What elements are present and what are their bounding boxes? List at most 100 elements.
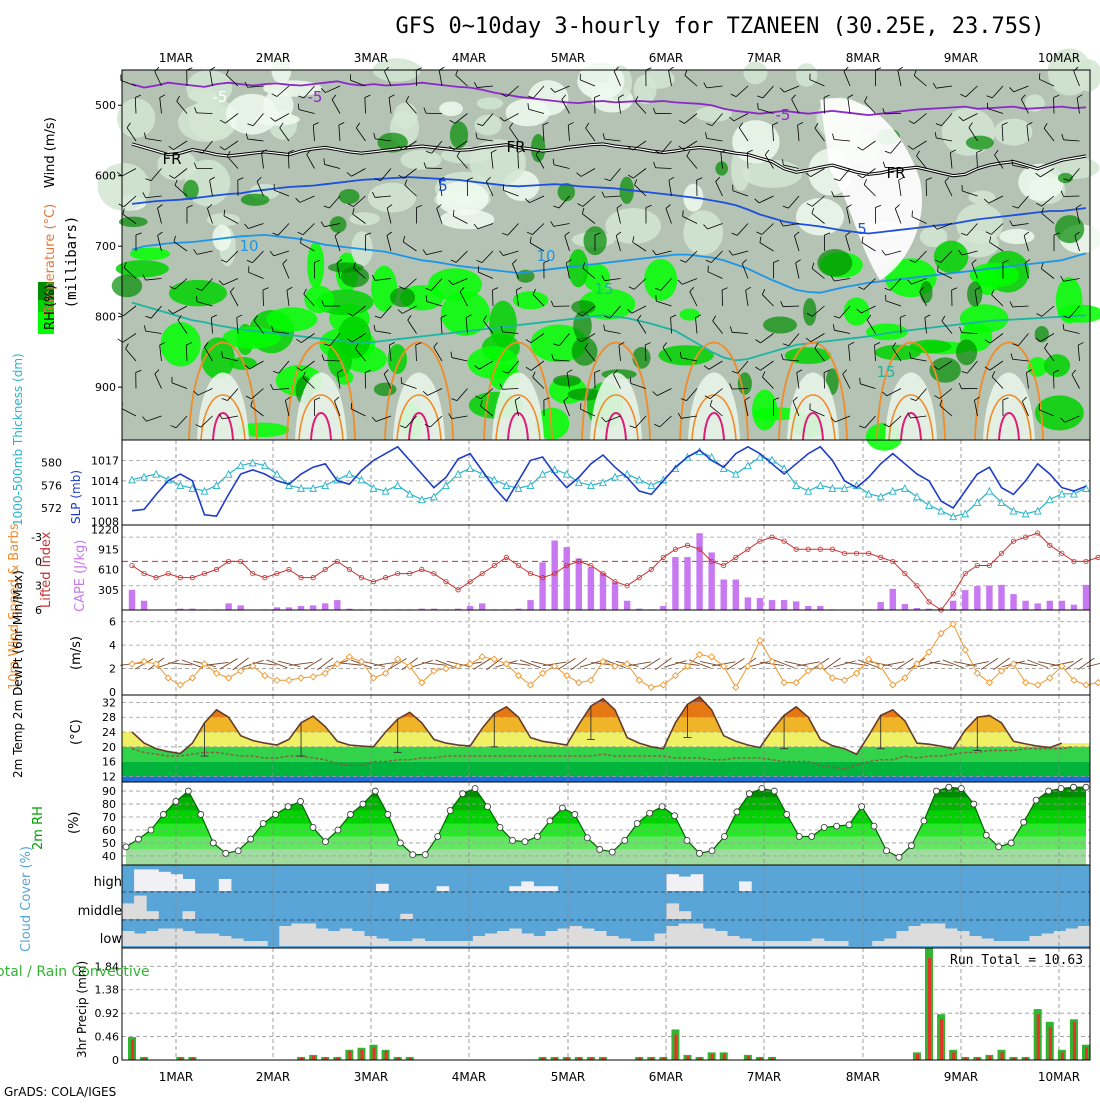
- cape-bar-8: [225, 603, 231, 610]
- cape-bar-1: [141, 601, 147, 610]
- rh-point-68: [971, 801, 977, 807]
- cloud-low-25: [425, 941, 438, 946]
- cloud-low-54: [775, 941, 788, 946]
- rh-point-46: [697, 850, 703, 856]
- profile-level-tick-1: 600: [95, 170, 116, 183]
- precip-tick-3: 0.46: [95, 1031, 120, 1044]
- rh-point-15: [310, 824, 316, 830]
- cloud-middle-45: [667, 903, 680, 919]
- contour-label-6: 5: [857, 220, 867, 238]
- cloud-low-52: [751, 941, 764, 946]
- day-label-top-1: 2MAR: [256, 51, 291, 65]
- cloud-low-29: [473, 936, 486, 946]
- rh-point-38: [597, 846, 603, 852]
- rh-blob-84: [1044, 354, 1070, 377]
- cape-bar-44: [660, 606, 666, 610]
- cape-bar-77: [1059, 601, 1065, 610]
- cloud-high-2: [146, 869, 159, 891]
- precip-rain-bar-66: [928, 958, 931, 1060]
- rh-point-25: [435, 833, 441, 839]
- rh-point-62: [896, 854, 902, 860]
- day-label-top-0: 1MAR: [159, 51, 194, 65]
- day-label-top-3: 4MAR: [452, 51, 487, 65]
- rh-point-4: [173, 798, 179, 804]
- rh-blob-63: [400, 150, 441, 170]
- rh-blob-34: [956, 204, 1003, 244]
- cloud-low-1: [134, 934, 147, 947]
- cloud-low-71: [981, 939, 994, 947]
- day-label-bottom-2: 3MAR: [354, 1070, 389, 1084]
- cape-tick-3: 305: [98, 584, 119, 597]
- rh-blob-71: [796, 63, 817, 87]
- cape-bar-54: [781, 600, 787, 610]
- precip-rain-bar-49: [723, 1054, 726, 1060]
- cloud-low-5: [183, 931, 196, 946]
- cloud-low-26: [437, 941, 450, 946]
- rh-dark-blob-37: [966, 136, 994, 150]
- cloud-middle-5: [183, 911, 196, 919]
- rh-tick-0: 90: [102, 785, 116, 798]
- cloud-low-2: [146, 931, 159, 946]
- rh-point-8: [223, 850, 229, 856]
- rh-point-3: [160, 811, 166, 817]
- cloud-low-69: [957, 931, 970, 946]
- cloud-low-64: [896, 931, 909, 946]
- rh-point-27: [460, 791, 466, 797]
- rh-point-12: [273, 811, 279, 817]
- cloud-low-42: [630, 941, 643, 946]
- rh-point-63: [908, 843, 914, 849]
- run-total-label: Run Total = 10.63: [950, 953, 1083, 968]
- day-label-bottom-0: 1MAR: [159, 1070, 194, 1084]
- rh-point-5: [185, 788, 191, 794]
- rh-dark-blob-23: [817, 249, 852, 277]
- day-label-top-8: 9MAR: [944, 51, 979, 65]
- cloud-low-3: [158, 929, 171, 947]
- rh-point-53: [784, 811, 790, 817]
- rh-point-0: [123, 844, 129, 850]
- cape-bar-17: [334, 600, 340, 610]
- cape-bar-45: [672, 557, 678, 610]
- cloud-low-31: [497, 931, 510, 946]
- cape-bar-72: [998, 585, 1004, 610]
- cloud-low-46: [679, 924, 692, 947]
- cloud-low-27: [449, 941, 462, 946]
- rh-tick-2: 70: [102, 811, 116, 824]
- profile-axis-label: (millibars): [64, 216, 80, 309]
- cloud-low-11: [255, 941, 268, 946]
- cape-bar-79: [1083, 585, 1089, 610]
- cape-bar-15: [310, 605, 316, 610]
- precip-rain-bar-19: [360, 1050, 363, 1060]
- cloud-low-34: [533, 936, 546, 946]
- rh-point-35: [559, 805, 565, 811]
- contour-label-11: -5: [213, 88, 228, 106]
- cape-bar-75: [1034, 603, 1040, 610]
- rh-point-10: [248, 836, 254, 842]
- cape-bar-16: [322, 603, 328, 610]
- cloud-high-35: [546, 886, 559, 891]
- rh-point-7: [210, 840, 216, 846]
- contour-label-1: -5: [776, 106, 791, 124]
- rh-point-50: [746, 791, 752, 797]
- rh-blob-128: [506, 99, 550, 126]
- cloud-low-74: [1017, 941, 1030, 946]
- temp-unit-label: (°C): [69, 719, 84, 745]
- cloud-low-35: [546, 931, 559, 946]
- cape-bar-40: [612, 582, 618, 610]
- cloud-low-39: [594, 931, 607, 946]
- precip-rain-bar-71: [988, 1056, 991, 1060]
- rh-point-45: [684, 837, 690, 843]
- cloud-low-14: [291, 924, 304, 947]
- profile-level-tick-0: 500: [95, 99, 116, 112]
- cape-bar-76: [1047, 601, 1053, 610]
- rh-blob-121: [254, 113, 299, 125]
- precip-tick-1: 1.38: [95, 984, 120, 997]
- rh-dark-blob-11: [573, 311, 592, 341]
- cape-bar-34: [539, 562, 545, 610]
- day-label-bottom-3: 4MAR: [452, 1070, 487, 1084]
- cloud-low-0: [122, 931, 135, 946]
- rh-point-47: [709, 848, 715, 854]
- cloud-high-34: [533, 886, 546, 891]
- rh-dark-blob-32: [553, 375, 581, 386]
- rh-point-32: [522, 839, 528, 845]
- wind-tick-1: 4: [109, 639, 116, 652]
